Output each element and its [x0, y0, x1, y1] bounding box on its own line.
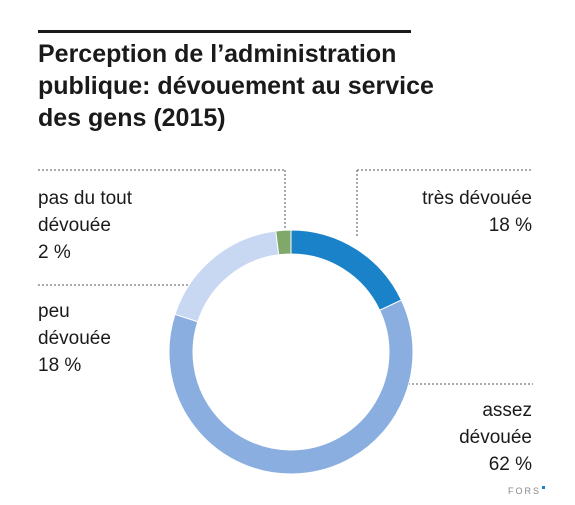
label-pas-du-tout-devouee: pas du tout dévouée 2 % — [38, 185, 238, 266]
title-line-3: des gens (2015) — [38, 104, 226, 132]
label-tres-devouee-value: 18 % — [488, 215, 532, 236]
donut-slices — [168, 229, 414, 475]
label-peu-devouee: peu dévouée 18 % — [38, 298, 178, 379]
title-line-1: Perception de l’administration — [38, 40, 397, 68]
chart-title: Perception de l’administration publique:… — [38, 38, 508, 134]
leader-lines — [38, 169, 533, 385]
label-peu-devouee-name-1: peu — [38, 301, 70, 322]
title-rule — [38, 30, 411, 33]
label-pas-du-tout-name-2: dévouée — [38, 215, 111, 236]
label-pas-du-tout-value: 2 % — [38, 242, 71, 263]
fors-logo-text: FORS — [507, 486, 541, 496]
logo-accent-square — [542, 486, 545, 489]
donut-slice-très-dévouée — [290, 229, 403, 311]
fors-logo: FORS — [508, 486, 545, 496]
label-tres-devouee: très dévouée 18 % — [355, 185, 532, 239]
donut-slice-assez-dévouée — [168, 299, 414, 475]
label-assez-devouee-value: 62 % — [488, 454, 532, 475]
donut-slice-pas-du-tout-dévouée — [275, 229, 292, 256]
label-assez-devouee: assez dévouée 62 % — [395, 397, 532, 478]
label-assez-devouee-name-2: dévouée — [459, 427, 532, 448]
label-peu-devouee-value: 18 % — [38, 355, 82, 376]
label-pas-du-tout-name-1: pas du tout — [38, 188, 133, 209]
label-peu-devouee-name-2: dévouée — [38, 328, 111, 349]
label-assez-devouee-name-1: assez — [482, 400, 532, 421]
title-line-2: publique: dévouement au service — [38, 72, 434, 100]
label-tres-devouee-name: très dévouée — [422, 188, 532, 209]
